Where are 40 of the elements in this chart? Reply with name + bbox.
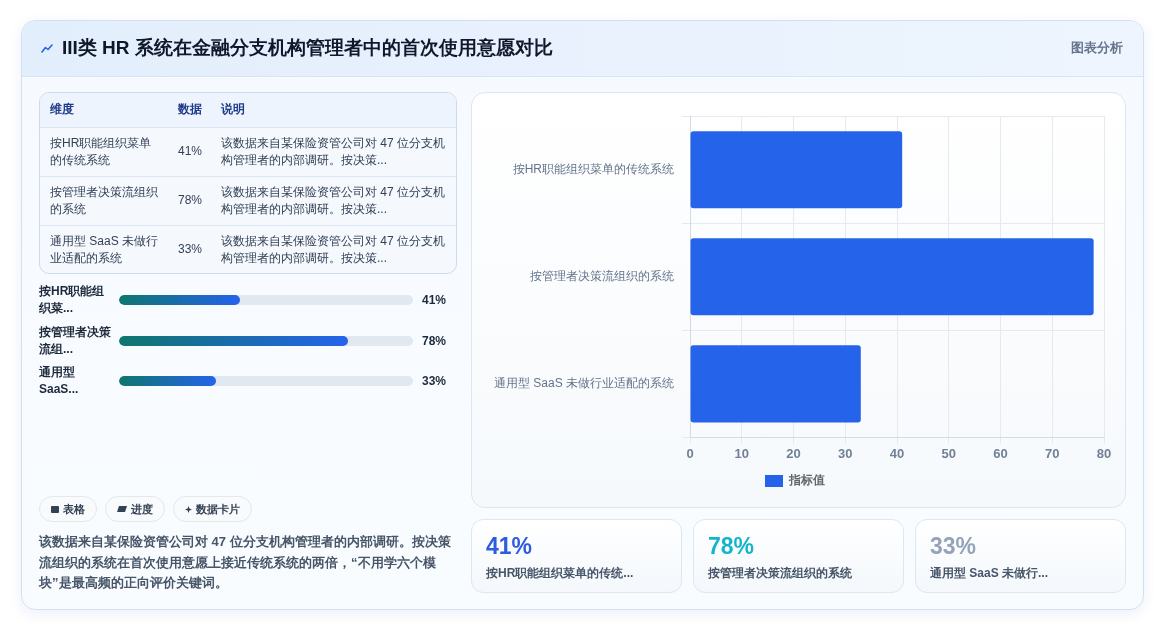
category-label: 按HR职能组织菜单的传统... xyxy=(486,565,634,581)
y-tick-label: 通用型 SaaS... xyxy=(39,364,80,398)
bar xyxy=(690,238,1094,316)
text: III类 HR 系统在金融分支机构管理者中的首次使用意愿对比 xyxy=(62,36,553,60)
x-tick-label: 0 xyxy=(686,445,694,461)
x-tick-label: 60 xyxy=(993,445,1008,461)
bar xyxy=(690,131,903,209)
text: 33% xyxy=(930,533,977,559)
text: 数据卡片 xyxy=(196,501,240,517)
x-tick-label: 70 xyxy=(1045,445,1060,461)
text: 该数据来自某保险资管公司对 47 位分支机构管理者的内部调研。按决策... xyxy=(211,225,458,274)
x-tick-label: 30 xyxy=(838,445,853,461)
data-label: 33% xyxy=(422,374,447,388)
y-tick-label: 按HR职能组织菜... xyxy=(39,283,106,317)
text: 78% xyxy=(178,193,203,207)
y-tick-label: 通用型 SaaS 未做行业适配的系统 xyxy=(493,376,675,391)
data-label: 41% xyxy=(422,293,447,307)
x-tick-label: 20 xyxy=(786,445,801,461)
text: 进度 xyxy=(131,501,153,517)
category-label: 通用型 SaaS 未做行... xyxy=(930,565,1049,581)
text: 该数据来自某保险资管公司对 47 位分支机构管理者的内部调研。按决策... xyxy=(211,127,458,176)
y-tick-label: 按管理者决策流组... xyxy=(39,323,112,358)
y-tick-label: 按管理者决策流组织的系统 xyxy=(530,269,675,284)
text: 33% xyxy=(178,242,203,257)
bar xyxy=(690,345,861,423)
x-tick-label: 40 xyxy=(889,445,905,461)
text: 41% xyxy=(486,533,533,559)
category-label: 按管理者决策流组织的系统 xyxy=(708,565,852,581)
text: 41% xyxy=(178,144,203,158)
legend-label: 指标值 xyxy=(788,473,825,488)
x-tick-label: 10 xyxy=(734,445,749,461)
x-tick-label: 80 xyxy=(1096,445,1112,461)
x-tick-label: 50 xyxy=(941,445,956,461)
text: 该数据来自某保险资管公司对 47 位分支机构管理者的内部调研。按决策... xyxy=(211,176,458,225)
y-tick-label: 按HR职能组织菜单的传统系统 xyxy=(512,162,675,177)
text: 图表分析 xyxy=(1071,39,1123,57)
text: 该数据来自某保险资管公司对 47 位分支机构管理者的内部调研。按决策流组织的系统在首次使用意愿上接近传统系统的两倍，“不用学六个模块”是最高频的正向评价关键词。 xyxy=(39,533,452,592)
text: 表格 xyxy=(63,501,85,517)
text: 78% xyxy=(708,533,755,559)
data-label: 78% xyxy=(422,333,447,348)
